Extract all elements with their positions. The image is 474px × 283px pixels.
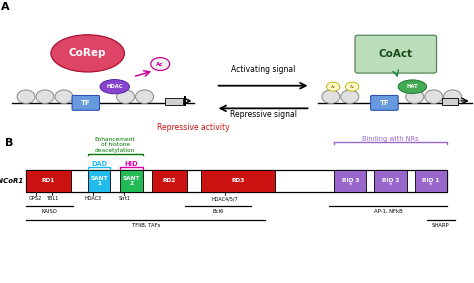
Text: SHARP: SHARP xyxy=(432,223,450,228)
Text: HDAC4/5/7: HDAC4/5/7 xyxy=(212,196,238,201)
Text: RD3: RD3 xyxy=(231,178,245,183)
Bar xyxy=(334,170,366,192)
Text: Ac: Ac xyxy=(156,61,164,67)
Text: *: * xyxy=(348,182,352,188)
Ellipse shape xyxy=(444,90,462,104)
Ellipse shape xyxy=(51,35,124,72)
Text: HID: HID xyxy=(125,160,138,167)
Bar xyxy=(442,98,458,105)
Text: Ac: Ac xyxy=(349,85,355,89)
Text: RD2: RD2 xyxy=(163,178,176,183)
Text: TBL1: TBL1 xyxy=(46,196,58,201)
Text: DAD: DAD xyxy=(91,160,107,167)
Text: CoAct: CoAct xyxy=(379,49,413,59)
FancyBboxPatch shape xyxy=(72,95,100,110)
Ellipse shape xyxy=(136,90,154,104)
Text: RID 2: RID 2 xyxy=(382,178,399,183)
Text: TFIIB, TAFs: TFIIB, TAFs xyxy=(132,223,160,228)
Circle shape xyxy=(327,82,340,91)
Ellipse shape xyxy=(341,90,359,104)
Ellipse shape xyxy=(55,90,73,104)
Text: RID 1: RID 1 xyxy=(422,178,439,183)
Text: Binding with NRs: Binding with NRs xyxy=(362,136,419,142)
Bar xyxy=(120,170,143,192)
Text: Repressive activity: Repressive activity xyxy=(157,123,229,132)
Text: Bcl6: Bcl6 xyxy=(212,209,224,214)
Bar xyxy=(201,170,275,192)
Bar xyxy=(165,98,183,105)
Text: SMRT/NCoR1: SMRT/NCoR1 xyxy=(0,178,24,184)
Bar xyxy=(152,170,187,192)
Ellipse shape xyxy=(100,80,129,94)
Text: SANT
1: SANT 1 xyxy=(91,175,108,186)
Ellipse shape xyxy=(36,90,54,104)
Ellipse shape xyxy=(17,90,35,104)
Text: Enhancement
of histone
deacetylation: Enhancement of histone deacetylation xyxy=(95,137,136,153)
Bar xyxy=(26,170,447,192)
Text: B: B xyxy=(5,138,13,148)
Text: *: * xyxy=(389,182,392,188)
Ellipse shape xyxy=(117,90,135,104)
Text: Activating signal: Activating signal xyxy=(231,65,295,74)
Text: AP-1, NFkB: AP-1, NFkB xyxy=(374,209,402,214)
Text: TF: TF xyxy=(380,100,389,106)
Text: A: A xyxy=(1,2,9,12)
Text: Repressive signal: Repressive signal xyxy=(229,110,297,119)
Ellipse shape xyxy=(322,90,340,104)
Circle shape xyxy=(346,82,359,91)
Bar xyxy=(374,170,407,192)
Ellipse shape xyxy=(406,90,424,104)
Text: Ac: Ac xyxy=(330,85,336,89)
Text: KAISO: KAISO xyxy=(42,209,58,214)
Text: RD1: RD1 xyxy=(42,178,55,183)
Bar xyxy=(88,170,110,192)
Text: HDAC: HDAC xyxy=(106,84,123,89)
Text: TF: TF xyxy=(81,100,91,106)
Bar xyxy=(26,170,71,192)
Circle shape xyxy=(151,57,170,70)
Text: *: * xyxy=(429,182,433,188)
Bar xyxy=(415,170,447,192)
FancyBboxPatch shape xyxy=(371,95,398,110)
Ellipse shape xyxy=(398,80,427,93)
Text: CoRep: CoRep xyxy=(69,48,107,58)
Text: RID 3: RID 3 xyxy=(342,178,359,183)
Text: SANT
2: SANT 2 xyxy=(123,175,140,186)
Text: HDAC3: HDAC3 xyxy=(85,196,102,201)
Ellipse shape xyxy=(425,90,443,104)
Text: Sirt1: Sirt1 xyxy=(118,196,130,201)
Text: GPS2: GPS2 xyxy=(29,196,42,201)
Text: HAT: HAT xyxy=(407,84,418,89)
FancyBboxPatch shape xyxy=(355,35,437,73)
